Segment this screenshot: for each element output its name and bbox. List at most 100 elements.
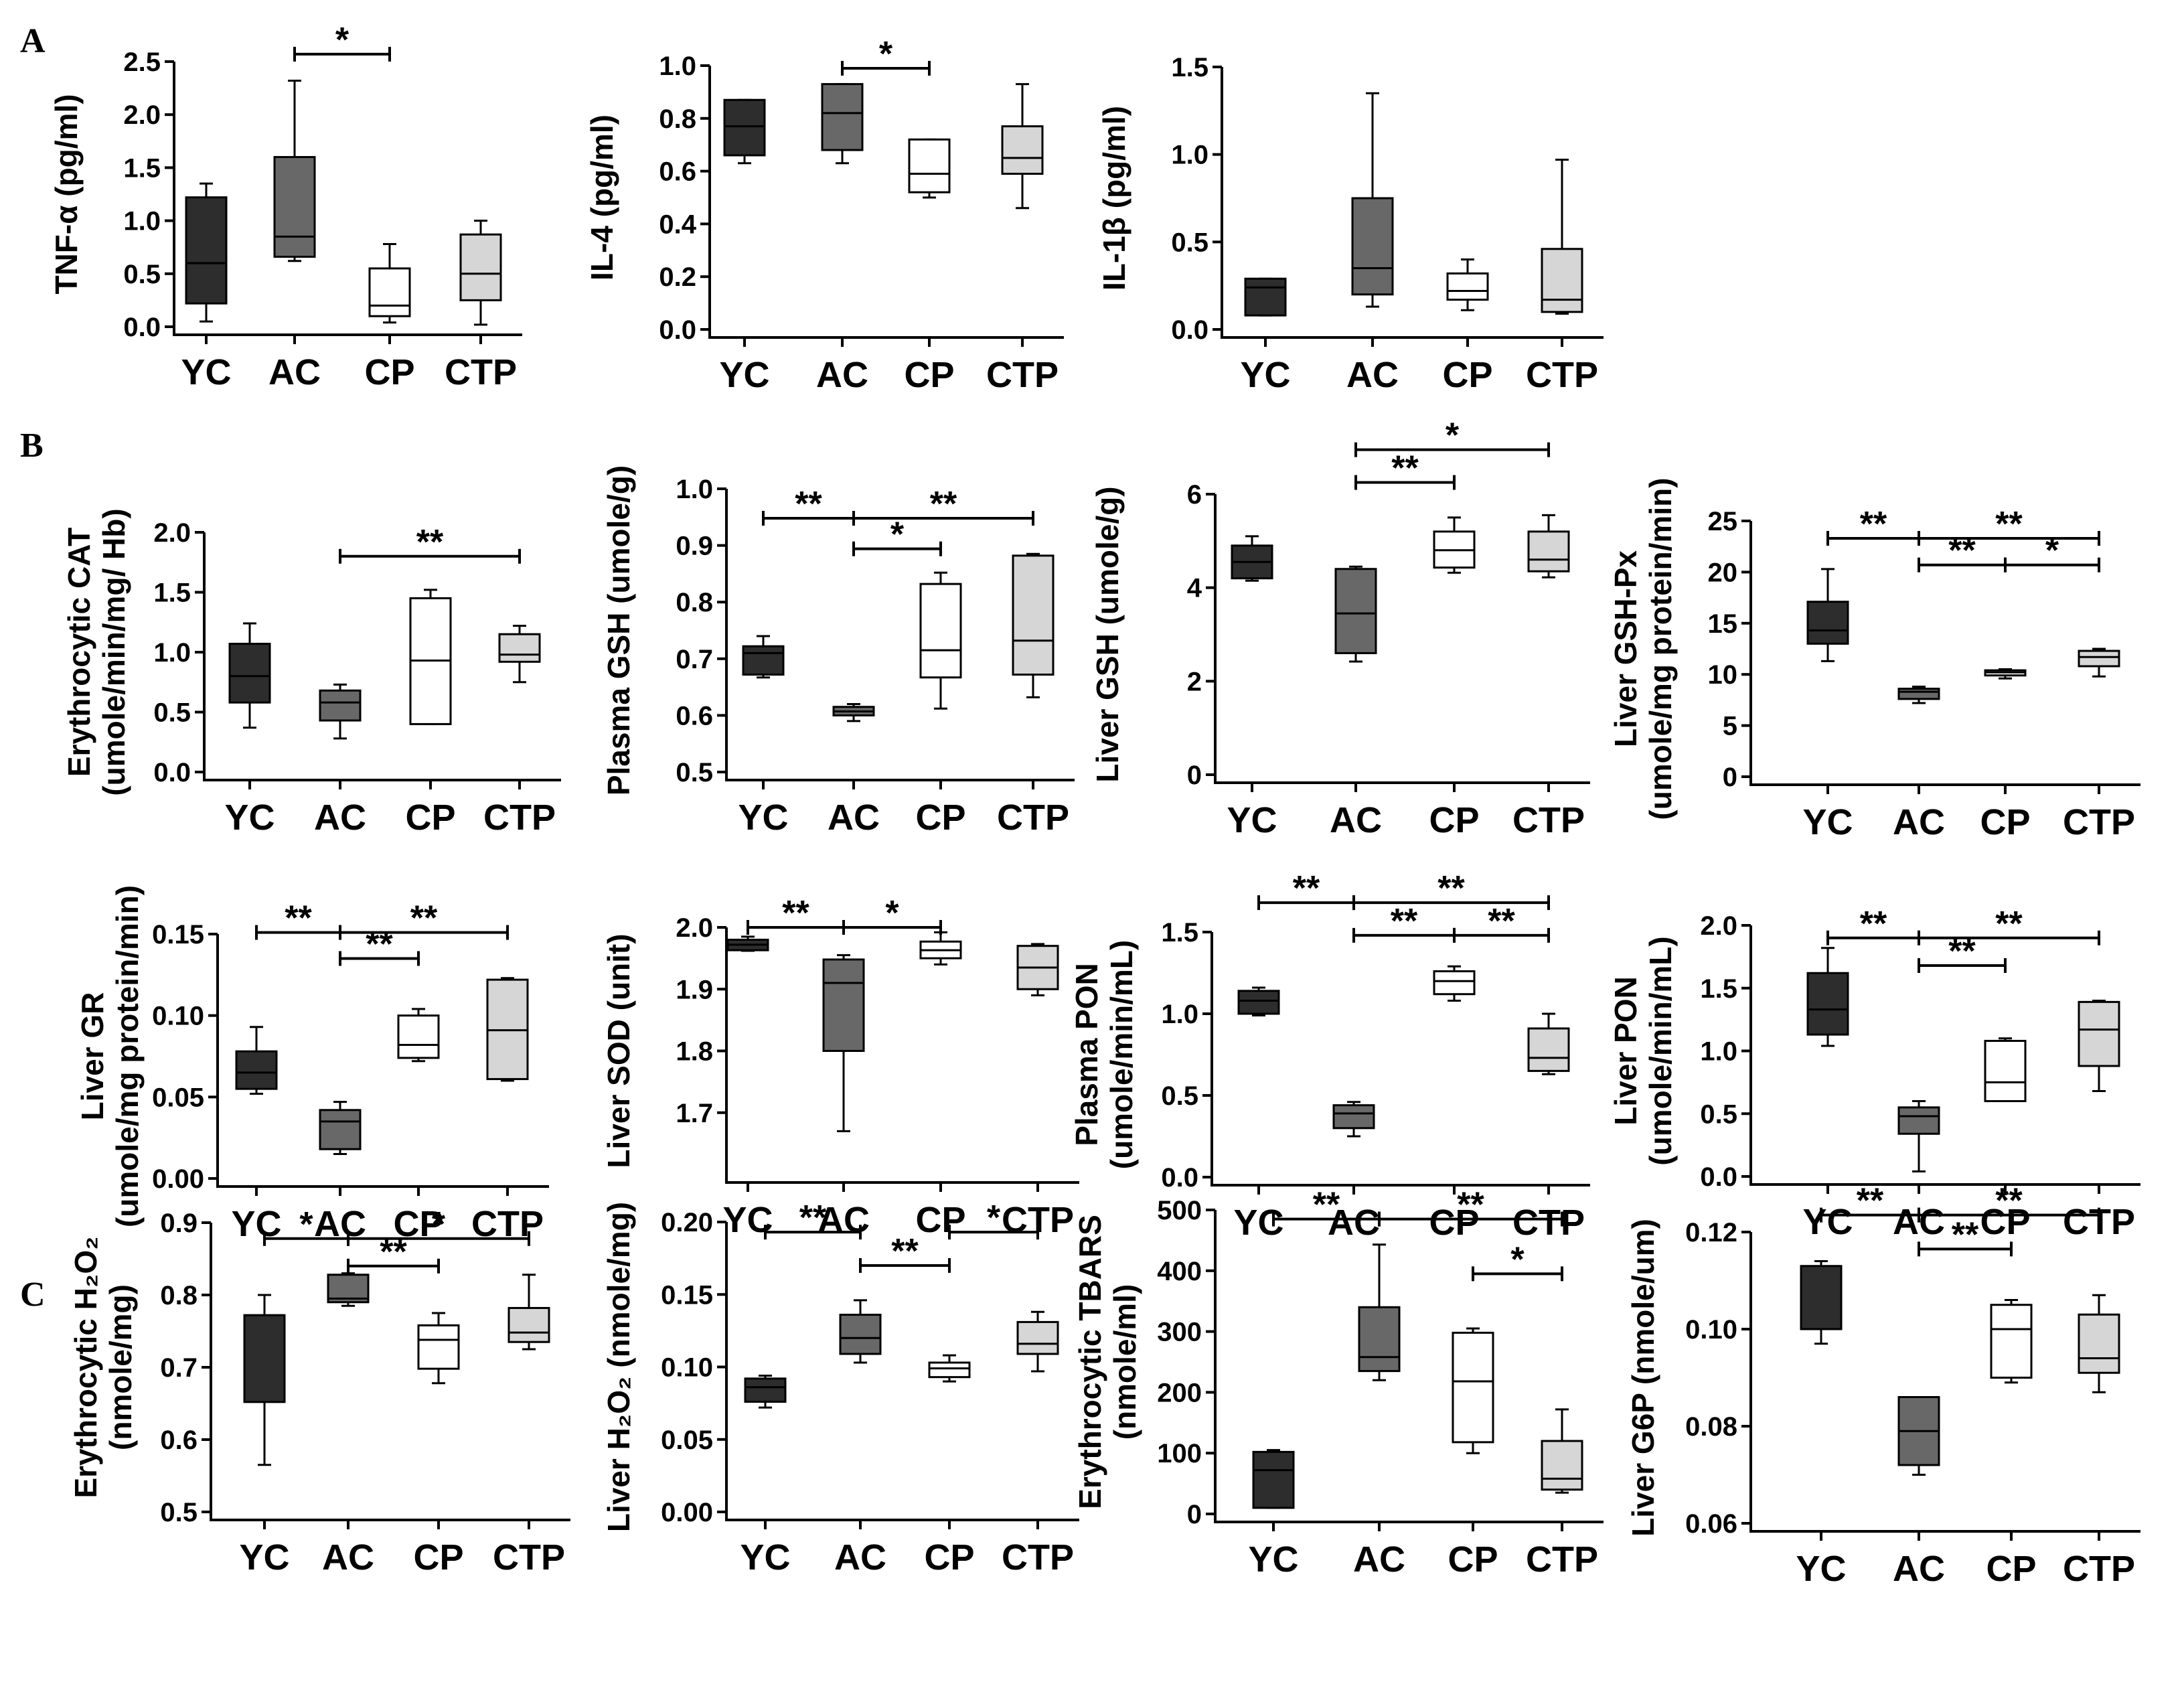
category-label-ctp: CTP: [1526, 355, 1598, 395]
iqr-box: [1452, 1331, 1494, 1444]
category-label-yc: YC: [719, 355, 769, 395]
box-cp: [409, 589, 452, 725]
y-axis-label: Liver H₂O₂ (nmole/mg): [601, 1202, 636, 1532]
iqr-box: [1806, 601, 1849, 645]
box-ac: [319, 683, 362, 740]
box-ctp: [459, 220, 502, 326]
category-label-ac: AC: [1330, 800, 1382, 840]
significance-stars: *: [299, 1205, 313, 1244]
box-cp: [1433, 516, 1476, 574]
box-ac: [1897, 1100, 1940, 1172]
y-tick-label: 2: [1187, 667, 1202, 696]
y-axis-label: (umole/min/mL): [1643, 936, 1678, 1165]
iqr-box: [742, 645, 785, 676]
y-tick-label: 0.7: [676, 645, 713, 674]
box-cp: [908, 138, 951, 199]
y-tick-label: 0.9: [676, 532, 713, 561]
y-tick-label: 0.5: [676, 758, 713, 787]
box-yc: [723, 98, 766, 165]
y-axis-label: (umole/min/mg/ Hb): [96, 508, 131, 795]
category-label-ctp: CTP: [2063, 802, 2135, 842]
y-axis-label: (umole/mg protein/min): [110, 885, 145, 1227]
category-label-cp: CP: [405, 797, 455, 838]
significance-bracket: **: [347, 1233, 440, 1274]
plot-10: 0.0 0.5 1.0 1.5 YC AC CP CTP Plasma PON (umole/mi…: [1069, 869, 1590, 1243]
significance-stars: **: [1995, 505, 2023, 544]
y-axis-label: Liver GSH (umole/g): [1090, 486, 1125, 782]
category-label-yc: YC: [239, 1537, 289, 1578]
significance-stars: **: [416, 523, 444, 562]
significance-stars: **: [410, 899, 438, 938]
y-tick-label: 2.0: [153, 518, 191, 548]
y-tick-label: 0.6: [160, 1426, 198, 1455]
y-tick-label: 1.0: [153, 638, 191, 668]
box-ctp: [1001, 83, 1044, 210]
category-label-yc: YC: [1240, 355, 1290, 395]
y-tick-label: 0: [1187, 761, 1202, 790]
panel-label-b: B: [20, 427, 44, 465]
significance-bracket: **: [1918, 532, 2007, 572]
y-tick-label: 0.5: [160, 1498, 198, 1527]
category-label-ctp: CTP: [483, 797, 556, 838]
box-yc: [1806, 947, 1849, 1047]
y-tick-label: 5: [1723, 712, 1737, 741]
significance-stars: *: [2045, 532, 2059, 570]
category-label-ctp: CTP: [997, 797, 1069, 838]
y-tick-label: 0: [1723, 763, 1737, 792]
iqr-box: [243, 1314, 286, 1403]
y-tick-label: 1.5: [1700, 974, 1737, 1004]
y-tick-label: 2.0: [676, 913, 713, 943]
box-ctp: [1012, 552, 1055, 698]
category-label-cp: CP: [1980, 802, 2030, 842]
category-label-ctp: CTP: [1526, 1539, 1598, 1580]
box-cp: [368, 242, 411, 324]
y-axis-label: Liver G6P (nmole/um): [1626, 1219, 1660, 1537]
significance-bracket: *: [1472, 1240, 1563, 1282]
panel-label-a: A: [20, 22, 46, 60]
significance-stars: **: [1948, 532, 1976, 570]
iqr-box: [1897, 1106, 1940, 1135]
y-axis-label: (umole/mg protein/min): [1643, 477, 1678, 820]
category-label-ctp: CTP: [1002, 1537, 1074, 1578]
y-axis-label: IL-1β (pg/ml): [1097, 106, 1132, 291]
category-label-cp: CP: [364, 352, 414, 392]
plot-7: 0 5 10 15 20 25 YC AC CP CTP Liver GSH-Px (umole/mg…: [1608, 477, 2140, 842]
iqr-box: [1446, 272, 1489, 301]
y-tick-label: 0.5: [1700, 1099, 1737, 1129]
y-tick-label: 0.15: [661, 1280, 713, 1310]
y-tick-label: 1.5: [1171, 53, 1208, 82]
box-cp: [397, 1008, 440, 1063]
y-tick-label: 15: [1708, 609, 1738, 639]
box-yc: [744, 1374, 787, 1409]
iqr-box: [368, 267, 411, 317]
y-tick-label: 0.20: [661, 1208, 713, 1237]
box-cp: [1446, 258, 1489, 311]
significance-stars: **: [380, 1233, 407, 1272]
box-yc: [243, 1294, 286, 1466]
significance-bracket: **: [1918, 1215, 2013, 1257]
y-tick-label: 500: [1157, 1196, 1202, 1225]
category-label-yc: YC: [181, 352, 231, 392]
iqr-box: [1244, 277, 1287, 317]
significance-bracket: **: [1918, 1182, 2100, 1223]
y-axis-label: TNF-α (pg/ml): [49, 94, 84, 294]
iqr-box: [1001, 125, 1044, 175]
plot-13: 0.00 0.05 0.10 0.15 0.20 YC AC CP CTP Liver H₂O₂ …: [601, 1199, 1079, 1578]
significance-stars: **: [285, 899, 312, 938]
significance-stars: *: [890, 516, 905, 554]
category-label-ctp: CTP: [1512, 1203, 1585, 1243]
box-cp: [1433, 965, 1476, 1002]
category-label-cp: CP: [1448, 1539, 1498, 1580]
iqr-box: [228, 642, 271, 704]
box-yc: [185, 182, 228, 323]
significance-bracket: *: [2004, 532, 2100, 572]
box-ac: [1897, 686, 1940, 704]
category-label-ctp: CTP: [986, 355, 1059, 395]
significance-stars: **: [930, 485, 957, 524]
significance-stars: *: [1446, 416, 1460, 455]
y-tick-label: 0.06: [1685, 1509, 1737, 1539]
y-tick-label: 0.5: [153, 698, 191, 728]
significance-bracket: *: [263, 1205, 349, 1246]
